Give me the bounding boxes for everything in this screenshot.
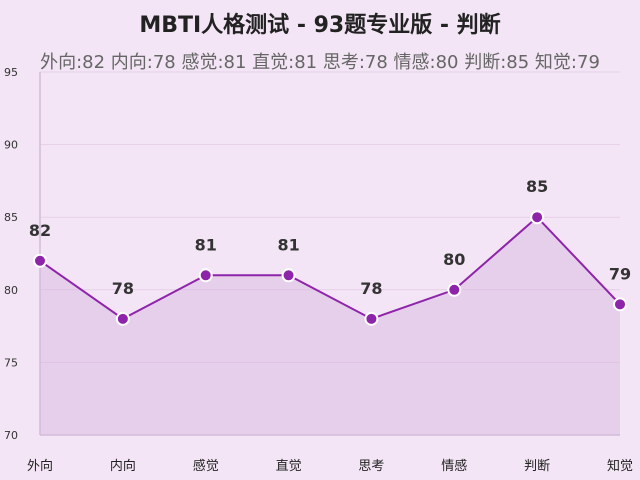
- data-points: [33, 210, 627, 326]
- series-area: [39, 215, 621, 435]
- data-point: [613, 297, 627, 312]
- chart-subtitle: 外向:82 内向:78 感觉:81 直觉:81 思考:78 情感:80 判断:8…: [40, 52, 600, 73]
- data-label: 81: [195, 235, 217, 254]
- data-point: [530, 210, 545, 225]
- data-point: [281, 268, 296, 283]
- y-tick-label: 70: [4, 429, 18, 442]
- series-line: [39, 215, 621, 321]
- y-tick-label: 80: [4, 284, 18, 297]
- data-label: 80: [443, 250, 465, 269]
- x-tick-label: 感觉: [193, 458, 219, 474]
- x-tick-label: 思考: [358, 459, 384, 474]
- data-labels: 82 78 81 81 78 80 85 79: [29, 177, 631, 298]
- data-label: 81: [277, 235, 299, 254]
- data-point: [447, 282, 462, 297]
- data-point: [115, 311, 130, 326]
- y-tick-label: 85: [4, 211, 18, 224]
- data-point: [364, 311, 379, 326]
- chart-title: MBTI人格测试 - 93题专业版 - 判断: [139, 12, 500, 38]
- x-tick-label: 外向: [27, 458, 53, 474]
- data-label: 78: [112, 279, 134, 298]
- x-tick-label: 直觉: [276, 459, 302, 474]
- data-label: 82: [29, 221, 51, 240]
- data-point: [198, 268, 213, 283]
- data-label: 78: [360, 279, 382, 298]
- y-tick-label: 95: [4, 66, 18, 79]
- x-tick-label: 知觉: [607, 458, 633, 474]
- data-point: [33, 253, 47, 268]
- x-tick-label: 情感: [441, 458, 467, 474]
- y-tick-label: 90: [4, 139, 18, 152]
- x-tick-label: 内向: [110, 458, 136, 474]
- area-fill: [40, 217, 620, 435]
- axes: 70 75 80 85 90 95 外向 内向 感觉 直觉 思考 情感 判断 知觉: [4, 66, 633, 474]
- data-label: 85: [526, 177, 548, 196]
- x-tick-label: 判断: [524, 459, 550, 474]
- y-tick-label: 75: [4, 356, 18, 369]
- data-label: 79: [609, 264, 631, 283]
